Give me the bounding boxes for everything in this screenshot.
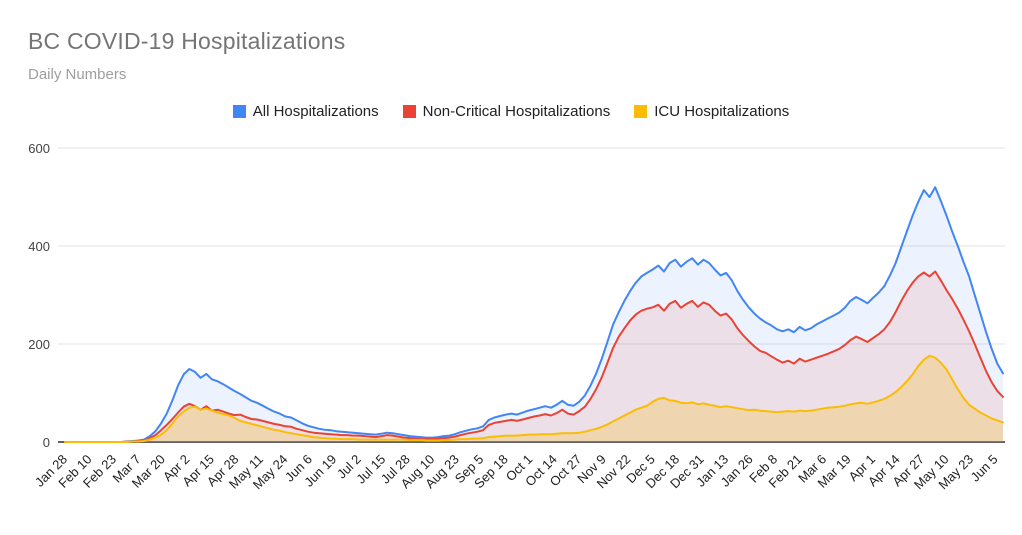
- chart-title: BC COVID-19 Hospitalizations: [28, 28, 346, 54]
- legend-swatch-icu-icon: [634, 105, 648, 118]
- series-fill-non-critical-hospitalizations: [65, 271, 1003, 442]
- series-fill-icu-hospitalizations: [65, 355, 1003, 442]
- chart-legend: All Hospitalizations Non-Critical Hospit…: [0, 103, 1022, 120]
- legend-item-label: All Hospitalizations: [252, 103, 379, 120]
- series-line-all-hospitalizations: [64, 186, 1004, 443]
- y-axis-labels: 0 200 400 600: [28, 141, 50, 450]
- legend-item-all-hospitalizations[interactable]: All Hospitalizations: [232, 103, 379, 120]
- legend-item-label: Non-Critical Hospitalizations: [422, 103, 611, 120]
- y-axis-label: 600: [28, 141, 50, 156]
- legend-item-non-critical-hospitalizations[interactable]: Non-Critical Hospitalizations: [402, 103, 611, 120]
- x-axis-label: Jun 5: [968, 452, 1001, 485]
- chart-subtitle: Daily Numbers: [28, 66, 127, 83]
- y-axis-label: 200: [28, 337, 50, 352]
- series-line-icu-hospitalizations: [64, 354, 1004, 443]
- series-fill-all-hospitalizations: [65, 187, 1003, 442]
- series-fills: [65, 187, 1003, 442]
- legend-swatch-all-icon: [232, 105, 246, 118]
- legend-item-icu-hospitalizations[interactable]: ICU Hospitalizations: [634, 103, 789, 120]
- legend-swatch-non-critical-icon: [402, 105, 416, 118]
- y-axis-label: 0: [43, 435, 50, 450]
- series-line-non-critical-hospitalizations: [64, 270, 1004, 443]
- series-lines: [64, 186, 1004, 443]
- legend-item-label: ICU Hospitalizations: [654, 103, 790, 120]
- y-axis-label: 400: [28, 239, 50, 254]
